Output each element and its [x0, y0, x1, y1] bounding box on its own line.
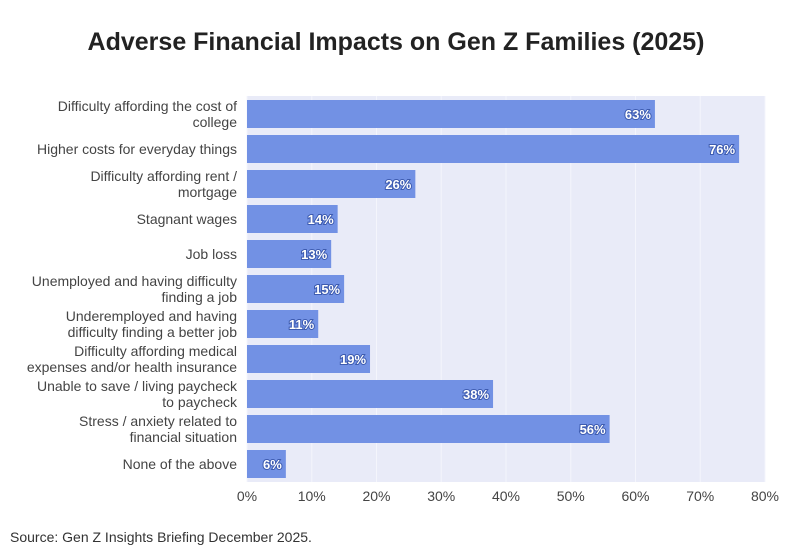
category-label: finding a job [161, 289, 237, 305]
bar [247, 310, 319, 338]
source-note: Source: Gen Z Insights Briefing December… [10, 529, 312, 545]
bar [247, 345, 371, 373]
data-label: 6% [263, 457, 282, 472]
x-tick-label: 10% [298, 488, 326, 504]
bar [247, 135, 740, 163]
category-label: mortgage [178, 184, 237, 200]
category-label: Stagnant wages [137, 211, 237, 227]
category-label: Stress / anxiety related to [79, 413, 237, 429]
data-label: 19% [340, 352, 366, 367]
data-label: 76% [709, 142, 735, 157]
bar [247, 275, 345, 303]
category-label: None of the above [123, 456, 238, 472]
x-tick-label: 0% [237, 488, 257, 504]
bar [247, 205, 338, 233]
category-label: Higher costs for everyday things [37, 141, 237, 157]
category-label: to paycheck [162, 394, 238, 410]
bar [247, 380, 494, 408]
data-label: 14% [308, 212, 334, 227]
category-label: Difficulty affording rent / [90, 168, 237, 184]
x-tick-label: 60% [621, 488, 649, 504]
x-tick-label: 30% [427, 488, 455, 504]
category-label: difficulty finding a better job [68, 324, 238, 340]
data-label: 56% [580, 422, 606, 437]
chart-title: Adverse Financial Impacts on Gen Z Famil… [87, 28, 705, 56]
x-tick-label: 80% [751, 488, 779, 504]
x-tick-label: 70% [686, 488, 714, 504]
data-label: 38% [463, 387, 489, 402]
category-label: Difficulty affording the cost of [58, 98, 237, 114]
data-label: 15% [314, 282, 340, 297]
bar [247, 100, 655, 128]
category-label: Unemployed and having difficulty [32, 273, 237, 289]
x-tick-label: 50% [557, 488, 585, 504]
bar [247, 170, 416, 198]
data-label: 26% [385, 177, 411, 192]
category-label: financial situation [130, 429, 237, 445]
data-label: 13% [301, 247, 327, 262]
data-label: 11% [289, 317, 315, 332]
category-label: Unable to save / living paycheck [37, 378, 238, 394]
bar [247, 240, 332, 268]
category-label: Difficulty affording medical [74, 343, 237, 359]
category-label: expenses and/or health insurance [27, 359, 237, 375]
category-label: Job loss [186, 246, 237, 262]
x-tick-label: 20% [362, 488, 390, 504]
bar [247, 450, 286, 478]
data-label: 63% [625, 107, 651, 122]
category-label: college [193, 114, 238, 130]
bar [247, 415, 610, 443]
category-label: Underemployed and having [66, 308, 237, 324]
x-tick-label: 40% [492, 488, 520, 504]
